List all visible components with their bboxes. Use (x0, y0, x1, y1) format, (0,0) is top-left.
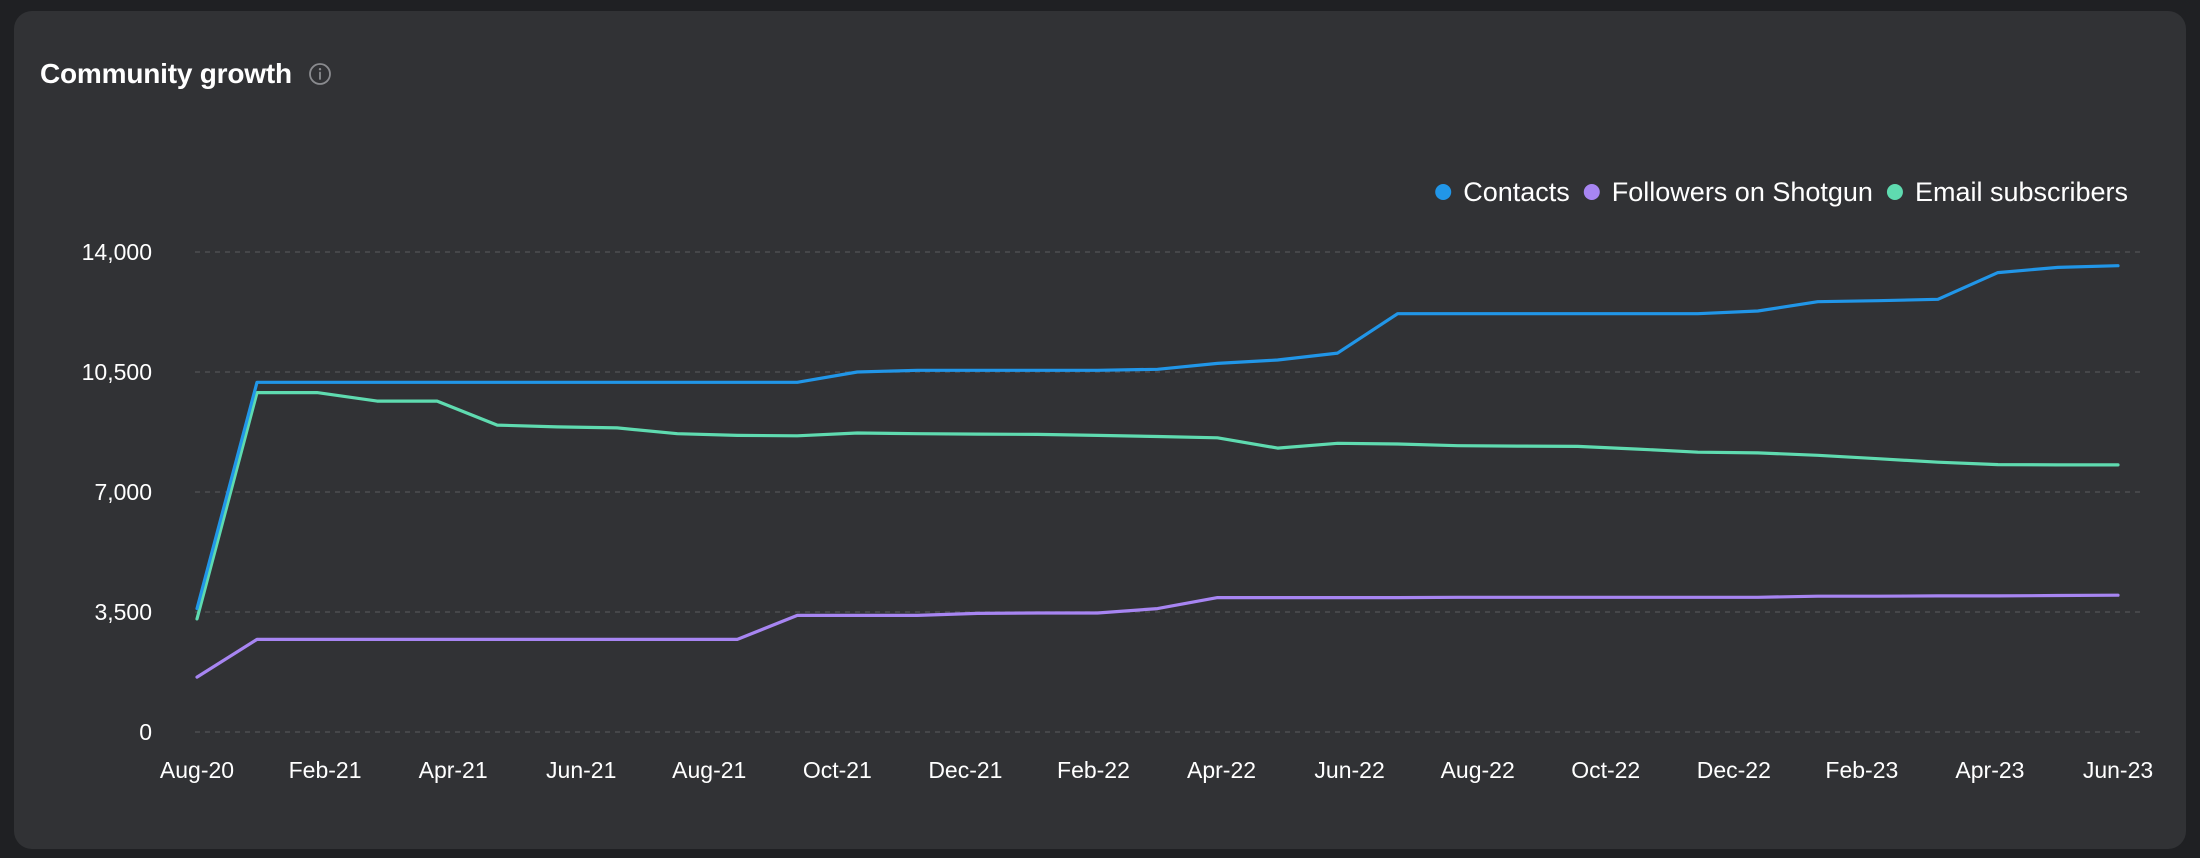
legend-label: Contacts (1463, 177, 1570, 207)
legend-item-contacts[interactable]: Contacts (1435, 177, 1570, 207)
x-tick-label: Dec-21 (928, 757, 1002, 783)
legend-marker (1435, 184, 1452, 200)
x-tick-label: Oct-21 (803, 757, 872, 783)
x-tick-label: Aug-21 (672, 757, 746, 783)
legend-label: Followers on Shotgun (1612, 177, 1873, 207)
x-tick-label: Feb-21 (289, 757, 362, 783)
x-tick-label: Jun-22 (1314, 757, 1384, 783)
legend-marker (1886, 184, 1903, 200)
y-tick-label: 7,000 (94, 479, 152, 505)
info-icon[interactable] (308, 62, 332, 86)
y-tick-label: 10,500 (82, 359, 152, 385)
y-tick-label: 0 (139, 719, 152, 745)
x-tick-label: Feb-22 (1057, 757, 1130, 783)
x-tick-label: Oct-22 (1571, 757, 1640, 783)
info-circle-icon (308, 63, 331, 85)
series-line-contacts[interactable] (195, 264, 2120, 611)
legend-marker (1583, 184, 1600, 200)
legend: Contacts Followers on Shotgun Email subscr… (1435, 177, 2128, 207)
y-tick-label: 14,000 (82, 239, 152, 265)
x-tick-label: Dec-22 (1697, 757, 1771, 783)
x-tick-label: Aug-22 (1441, 757, 1515, 783)
x-tick-label: Apr-21 (419, 757, 488, 783)
x-tick-label: Jun-23 (2083, 757, 2153, 783)
x-tick-label: Jun-21 (546, 757, 616, 783)
community-growth-card (14, 11, 2186, 849)
series-line-followers-on-shotgun[interactable] (195, 593, 2120, 679)
x-tick-label: Apr-22 (1187, 757, 1256, 783)
y-tick-label: 3,500 (94, 599, 152, 625)
x-tick-label: Apr-23 (1955, 757, 2024, 783)
legend-label: Email subscribers (1915, 177, 2128, 207)
card-title: Community growth (40, 58, 292, 89)
series-line-email-subscribers[interactable] (195, 391, 2120, 621)
legend-item-followers-on-shotgun[interactable]: Followers on Shotgun (1583, 177, 1873, 207)
card-header: Community growth (40, 58, 332, 90)
x-tick-label: Aug-20 (160, 757, 234, 783)
legend-item-email-subscribers[interactable]: Email subscribers (1886, 177, 2128, 207)
x-tick-label: Feb-23 (1825, 757, 1898, 783)
